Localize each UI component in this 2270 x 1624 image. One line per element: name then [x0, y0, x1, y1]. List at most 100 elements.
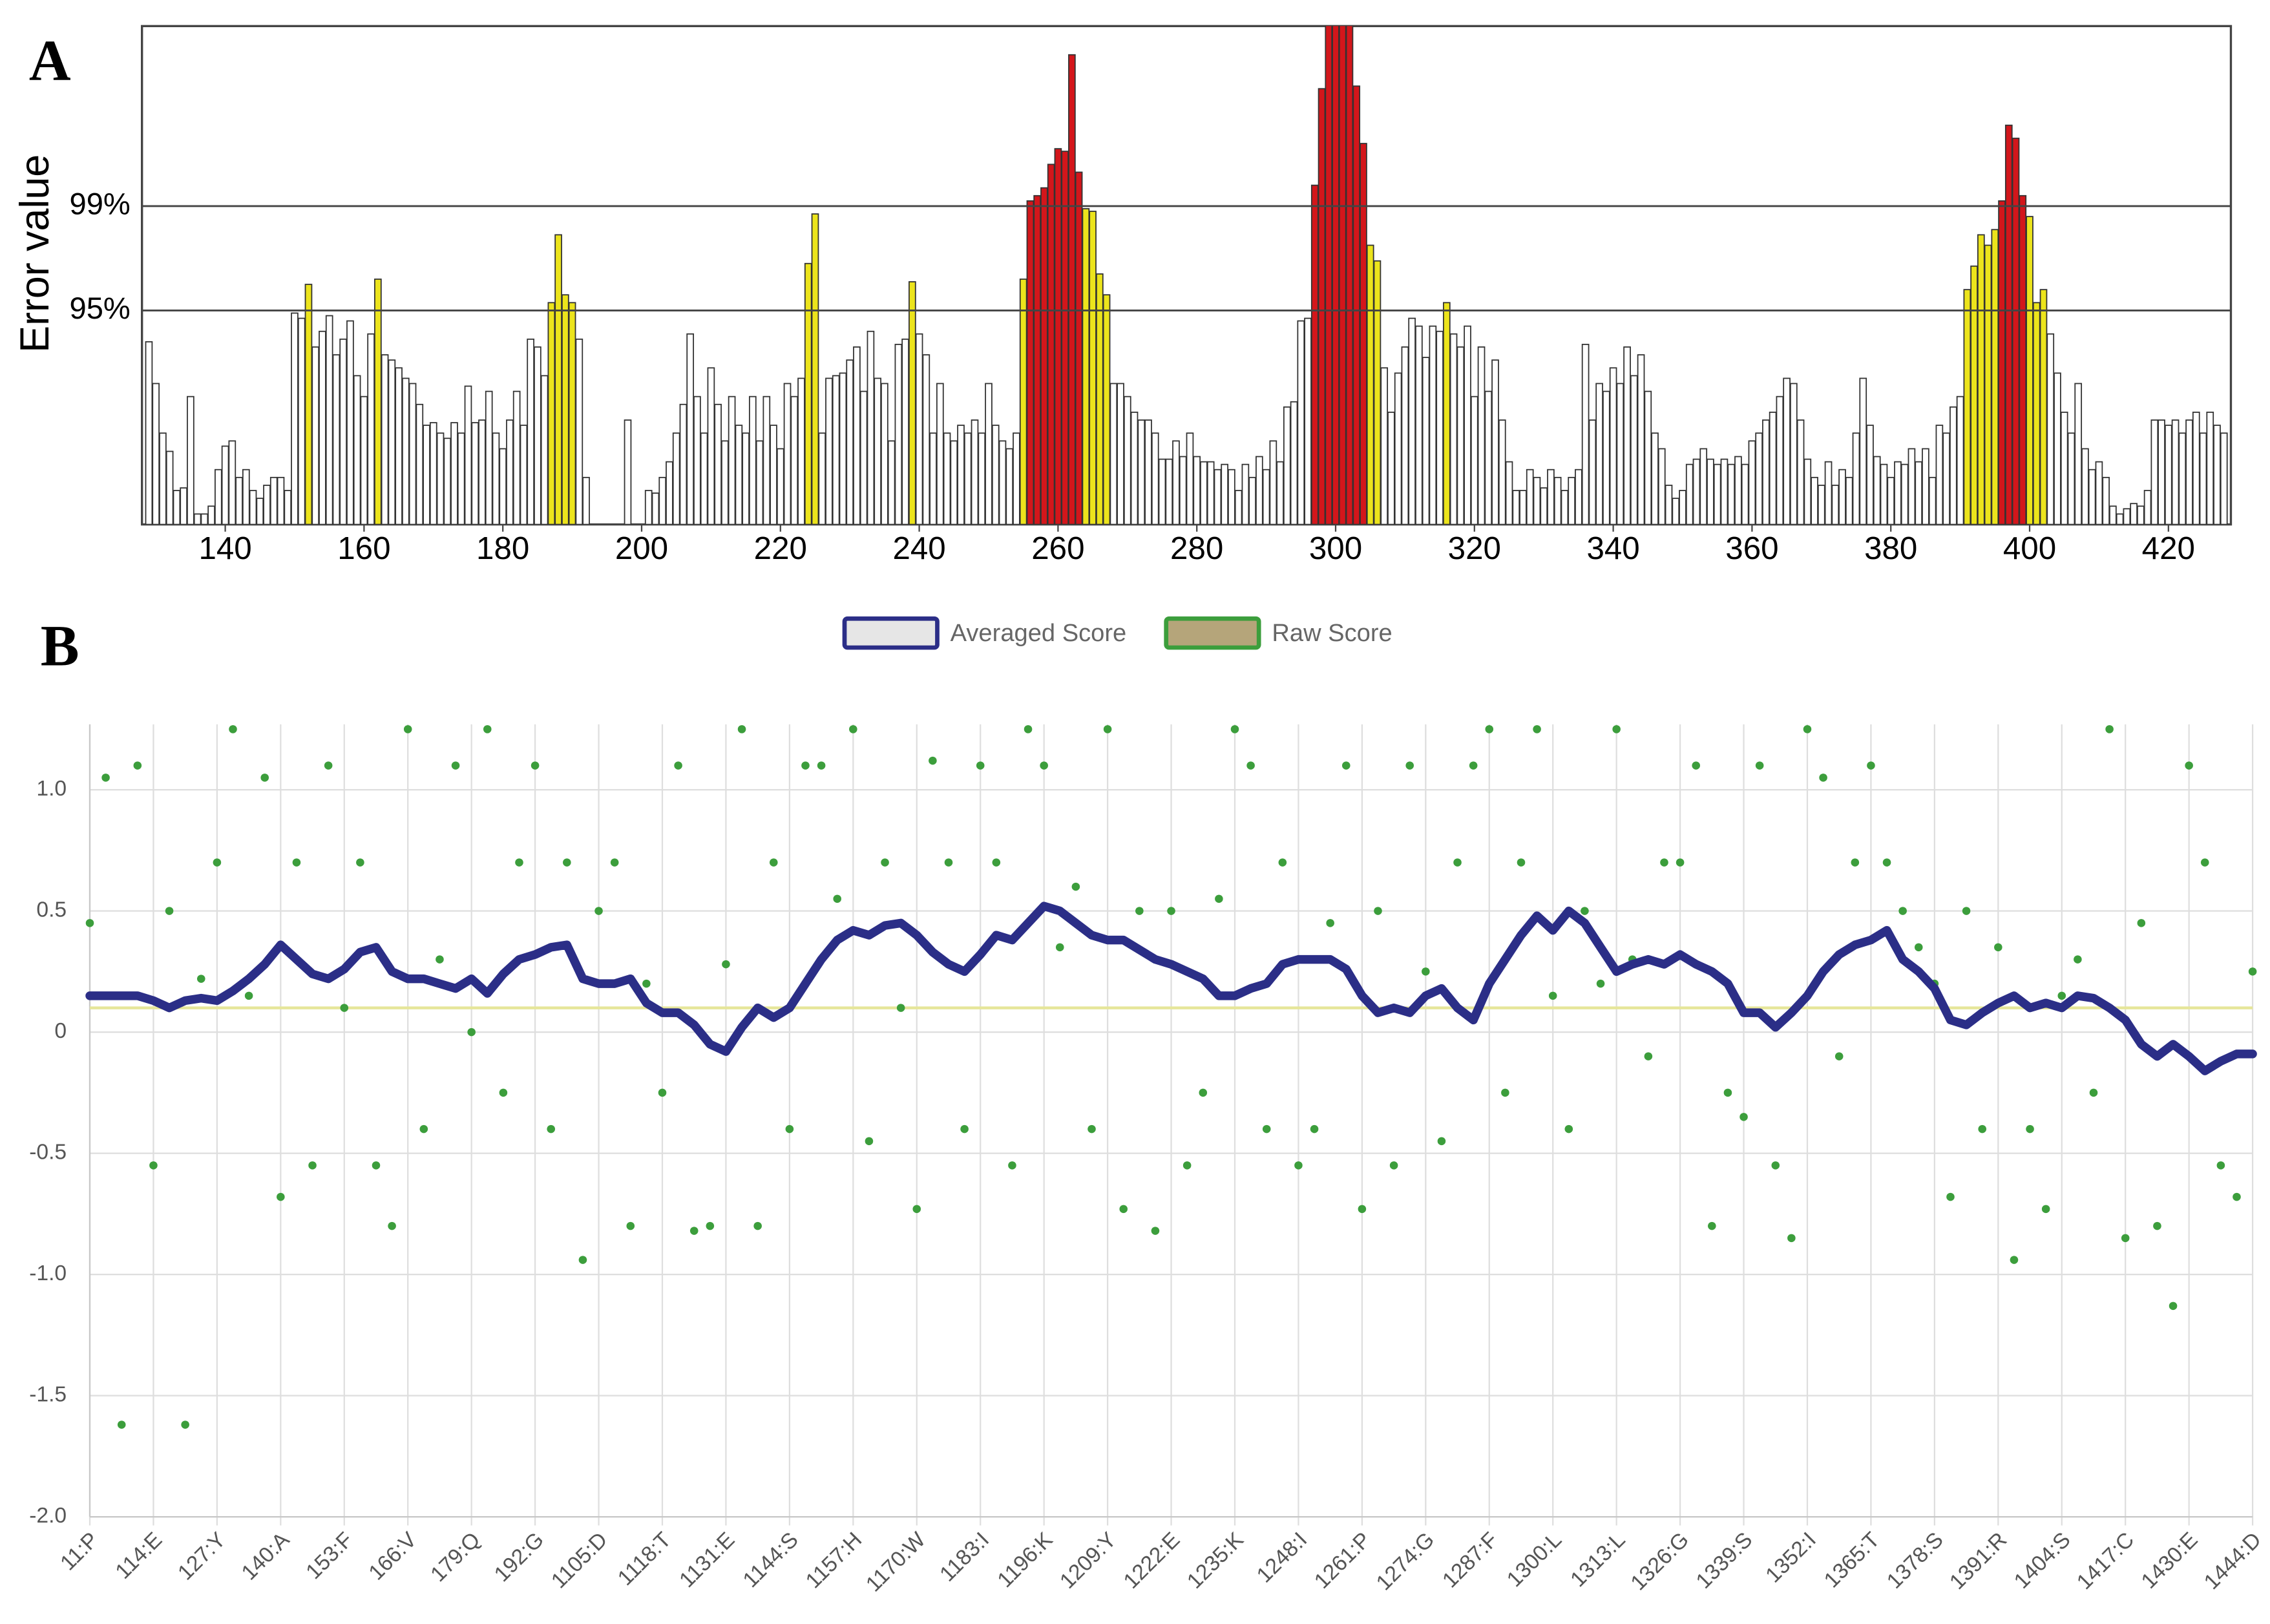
bar [1811, 476, 1818, 525]
raw-point [196, 975, 205, 983]
bar [1109, 383, 1118, 525]
bar [867, 330, 875, 525]
raw-point [706, 1221, 715, 1230]
bar [1616, 383, 1624, 525]
raw-point [1024, 725, 1033, 733]
raw-point [833, 894, 841, 903]
bar [547, 302, 556, 525]
bar [395, 367, 403, 525]
raw-point [547, 1124, 555, 1134]
bar [1415, 325, 1423, 525]
raw-point [912, 1205, 921, 1214]
bar [2178, 432, 2187, 525]
bar [450, 422, 458, 525]
raw-point [1040, 761, 1048, 770]
bar [2060, 412, 2068, 525]
raw-point [785, 1124, 794, 1134]
raw-point [1310, 1124, 1319, 1134]
raw-point [403, 725, 412, 733]
bar [1193, 456, 1201, 525]
bar [1137, 419, 1146, 525]
bar [408, 383, 417, 525]
bar [1568, 476, 1575, 525]
raw-point [244, 991, 253, 1000]
bar [2158, 419, 2165, 525]
bar [1102, 294, 1111, 525]
bar [2137, 505, 2145, 525]
raw-point [1389, 1161, 1398, 1170]
bars [145, 26, 2228, 525]
raw-point [881, 858, 889, 867]
bar [215, 469, 222, 525]
bar [1575, 469, 1582, 525]
bar [1401, 346, 1409, 525]
bar [1151, 432, 1159, 525]
bar [1241, 463, 1250, 525]
bar [1553, 476, 1562, 525]
raw-point [2074, 955, 2082, 964]
bar [464, 385, 472, 525]
x-tick-label: 280 [1170, 531, 1223, 566]
bar [1047, 163, 1055, 525]
raw-point [1994, 943, 2002, 952]
bar [374, 279, 382, 525]
bar [1665, 485, 1673, 525]
raw-point [992, 858, 1001, 867]
bar [1915, 461, 1923, 525]
bar [554, 234, 562, 525]
raw-point [2200, 858, 2209, 867]
raw-point [1215, 894, 1223, 903]
raw-point [2216, 1161, 2225, 1170]
averaged-line [85, 902, 2257, 1075]
bar [957, 425, 965, 525]
bar [624, 419, 632, 525]
y-tick-label: -1.0 [29, 1261, 67, 1285]
bar [2192, 412, 2200, 525]
bar [790, 395, 799, 525]
raw-point [436, 955, 444, 964]
raw-point [817, 761, 826, 770]
bar [894, 344, 903, 525]
bar [859, 390, 868, 525]
bar [429, 422, 437, 525]
x-tick-label: 420 [2142, 531, 2195, 566]
bar [2004, 124, 2013, 525]
bar [2143, 490, 2152, 525]
bar [811, 213, 819, 525]
bar [1707, 458, 1714, 525]
bar [534, 346, 541, 525]
bar [2220, 432, 2228, 525]
raw-point [340, 1004, 349, 1012]
bar [1144, 419, 1152, 525]
bar [762, 395, 771, 525]
y-tick-label: 99% [70, 186, 131, 220]
bar [1061, 151, 1069, 525]
bar [1498, 419, 1506, 525]
bar [388, 359, 396, 525]
panel-label: A [29, 29, 71, 93]
bar [1005, 448, 1014, 525]
bar [922, 354, 930, 525]
raw-point [658, 1088, 667, 1097]
bar [1470, 395, 1478, 525]
bar [1422, 357, 1430, 525]
raw-point [260, 774, 269, 782]
bar [1984, 244, 1992, 525]
bar [1054, 148, 1062, 525]
raw-point [1834, 1052, 1844, 1060]
bar [714, 403, 722, 525]
bar [2130, 503, 2138, 525]
bar [1234, 490, 1243, 525]
bar [1165, 458, 1173, 525]
bar [1533, 476, 1541, 525]
bar [360, 395, 368, 525]
bar [1679, 490, 1687, 525]
y-tick-label: 1.0 [36, 777, 67, 801]
raw-point [1501, 1088, 1509, 1097]
bar [1373, 260, 1382, 525]
bar [1179, 456, 1187, 525]
bar [339, 338, 348, 525]
raw-point [578, 1256, 587, 1264]
raw-point [324, 761, 333, 770]
